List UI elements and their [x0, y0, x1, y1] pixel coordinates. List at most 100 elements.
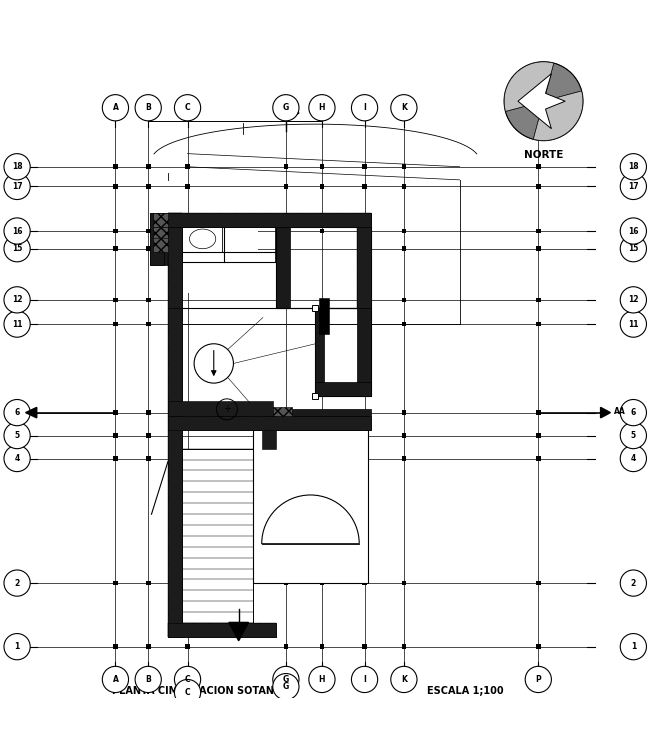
- Bar: [168, 416, 182, 637]
- Text: C: C: [185, 104, 191, 112]
- Wedge shape: [505, 101, 543, 139]
- Circle shape: [525, 95, 551, 121]
- Bar: [113, 433, 118, 438]
- Polygon shape: [26, 407, 37, 418]
- Text: 11: 11: [628, 320, 639, 329]
- Circle shape: [4, 311, 30, 337]
- Circle shape: [273, 673, 299, 700]
- Text: A: A: [112, 104, 118, 112]
- Text: 4: 4: [631, 454, 636, 463]
- Text: A: A: [112, 675, 118, 684]
- Bar: [320, 229, 325, 233]
- Bar: [146, 645, 150, 649]
- Circle shape: [4, 173, 30, 200]
- Bar: [276, 212, 290, 308]
- Circle shape: [620, 445, 646, 471]
- Text: I: I: [363, 104, 366, 112]
- Circle shape: [620, 633, 646, 660]
- Bar: [313, 393, 319, 399]
- Text: NORTE: NORTE: [524, 150, 563, 161]
- Bar: [362, 184, 367, 189]
- Circle shape: [504, 62, 583, 141]
- Text: 1: 1: [14, 642, 20, 651]
- Bar: [185, 581, 190, 585]
- Bar: [182, 448, 253, 623]
- Text: C: C: [185, 675, 191, 684]
- Circle shape: [102, 95, 129, 121]
- Bar: [357, 227, 371, 308]
- Bar: [182, 227, 221, 252]
- Text: AA: AA: [614, 407, 625, 416]
- Bar: [168, 212, 182, 416]
- Text: H: H: [319, 104, 325, 112]
- Bar: [146, 433, 150, 438]
- Bar: [154, 212, 182, 227]
- Bar: [253, 416, 368, 583]
- Circle shape: [4, 218, 30, 244]
- Text: P: P: [535, 675, 541, 684]
- Circle shape: [391, 95, 417, 121]
- Text: +: +: [223, 404, 231, 414]
- Bar: [168, 227, 182, 308]
- Text: K: K: [401, 675, 407, 684]
- Wedge shape: [504, 62, 554, 112]
- Bar: [185, 229, 190, 233]
- Bar: [146, 229, 150, 233]
- Text: 18: 18: [628, 162, 639, 171]
- Bar: [146, 457, 150, 461]
- Bar: [284, 645, 288, 649]
- Bar: [362, 164, 367, 169]
- Bar: [315, 308, 324, 396]
- Bar: [146, 581, 150, 585]
- Bar: [154, 227, 168, 252]
- Bar: [154, 238, 182, 252]
- Text: 12: 12: [628, 295, 639, 304]
- Text: 16: 16: [12, 226, 22, 235]
- Bar: [401, 246, 406, 251]
- Circle shape: [620, 173, 646, 200]
- Circle shape: [620, 311, 646, 337]
- Text: B: B: [145, 675, 151, 684]
- Bar: [146, 410, 150, 415]
- Bar: [150, 212, 182, 265]
- Circle shape: [4, 154, 30, 180]
- Bar: [401, 184, 406, 189]
- Bar: [168, 623, 276, 637]
- Circle shape: [4, 570, 30, 596]
- Bar: [536, 410, 541, 415]
- Bar: [401, 581, 406, 585]
- Bar: [536, 229, 541, 233]
- Wedge shape: [533, 91, 583, 141]
- Bar: [357, 308, 371, 396]
- Circle shape: [309, 666, 335, 693]
- Bar: [168, 212, 182, 308]
- Text: I: I: [363, 675, 366, 684]
- Bar: [168, 416, 371, 431]
- Bar: [113, 184, 118, 189]
- Bar: [536, 184, 541, 189]
- Bar: [536, 581, 541, 585]
- Text: 2: 2: [631, 579, 636, 588]
- Text: 16: 16: [628, 226, 639, 235]
- Text: K: K: [401, 104, 407, 112]
- Text: C: C: [185, 688, 191, 697]
- Circle shape: [4, 400, 30, 425]
- Bar: [401, 322, 406, 326]
- Bar: [113, 581, 118, 585]
- Bar: [185, 184, 190, 189]
- Bar: [185, 164, 190, 169]
- Text: P: P: [535, 104, 541, 112]
- Circle shape: [620, 423, 646, 448]
- Bar: [320, 184, 325, 189]
- Circle shape: [273, 95, 299, 121]
- Circle shape: [620, 286, 646, 313]
- Bar: [154, 212, 182, 227]
- Bar: [320, 581, 325, 585]
- Text: 6: 6: [631, 408, 636, 417]
- Text: 11: 11: [12, 320, 22, 329]
- Bar: [362, 645, 367, 649]
- Text: PLANTA CIMENTACION SOTANO: PLANTA CIMENTACION SOTANO: [112, 686, 283, 696]
- Circle shape: [620, 218, 646, 244]
- Bar: [168, 212, 371, 227]
- Bar: [401, 297, 406, 302]
